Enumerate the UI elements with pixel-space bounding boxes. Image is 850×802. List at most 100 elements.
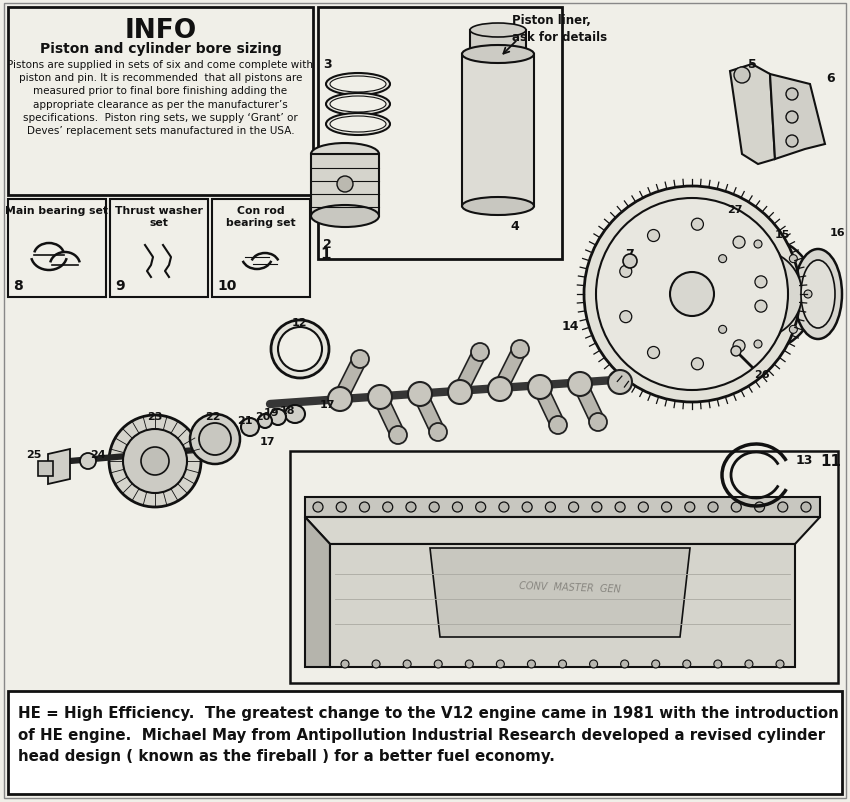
Ellipse shape <box>271 321 329 379</box>
Polygon shape <box>372 398 406 435</box>
Circle shape <box>123 429 187 493</box>
Polygon shape <box>305 497 820 517</box>
Ellipse shape <box>462 198 534 216</box>
Circle shape <box>745 660 753 668</box>
Ellipse shape <box>330 97 386 113</box>
Circle shape <box>496 660 504 668</box>
Text: 20: 20 <box>255 411 270 422</box>
Bar <box>110 200 208 298</box>
Bar <box>38 461 53 476</box>
Polygon shape <box>412 395 446 432</box>
Circle shape <box>778 502 788 512</box>
Ellipse shape <box>285 406 305 423</box>
Circle shape <box>406 502 416 512</box>
Polygon shape <box>572 384 606 423</box>
Text: 4: 4 <box>510 220 518 233</box>
Bar <box>318 8 562 260</box>
Ellipse shape <box>794 249 842 339</box>
Bar <box>462 55 534 207</box>
Polygon shape <box>430 549 690 638</box>
Circle shape <box>670 273 714 317</box>
Ellipse shape <box>429 423 447 441</box>
Circle shape <box>755 502 764 512</box>
Circle shape <box>528 660 536 668</box>
Text: 7: 7 <box>625 248 634 261</box>
Circle shape <box>465 660 473 668</box>
Circle shape <box>790 255 797 263</box>
Text: 13: 13 <box>796 453 813 467</box>
Text: 23: 23 <box>147 411 162 422</box>
Ellipse shape <box>258 415 272 428</box>
Circle shape <box>558 660 566 668</box>
Text: 17: 17 <box>320 399 336 410</box>
Circle shape <box>648 347 660 359</box>
Circle shape <box>623 255 637 269</box>
Circle shape <box>109 415 201 508</box>
Polygon shape <box>305 517 330 667</box>
Circle shape <box>584 187 800 403</box>
Ellipse shape <box>337 176 353 192</box>
Text: HE = High Efficiency.  The greatest change to the V12 engine came in 1981 with t: HE = High Efficiency. The greatest chang… <box>18 705 839 764</box>
Circle shape <box>718 326 727 334</box>
Text: Piston liner,
ask for details: Piston liner, ask for details <box>512 14 607 44</box>
Circle shape <box>546 502 555 512</box>
Ellipse shape <box>368 386 392 410</box>
Circle shape <box>700 237 816 353</box>
Circle shape <box>434 660 442 668</box>
Circle shape <box>337 502 346 512</box>
Ellipse shape <box>241 419 259 436</box>
Ellipse shape <box>608 371 632 395</box>
Text: 27: 27 <box>727 205 743 215</box>
Ellipse shape <box>631 334 649 351</box>
Ellipse shape <box>330 117 386 133</box>
Circle shape <box>590 660 598 668</box>
Polygon shape <box>492 350 528 390</box>
Text: INFO: INFO <box>124 18 196 44</box>
Polygon shape <box>730 65 775 164</box>
Text: 12: 12 <box>292 318 308 327</box>
Ellipse shape <box>270 410 286 426</box>
Ellipse shape <box>278 327 322 371</box>
Text: Main bearing set: Main bearing set <box>5 206 109 216</box>
Polygon shape <box>612 342 648 383</box>
Ellipse shape <box>311 206 379 228</box>
Circle shape <box>372 660 380 668</box>
Text: Thrust washer
set: Thrust washer set <box>115 206 203 228</box>
Ellipse shape <box>326 114 390 136</box>
Bar <box>8 691 842 794</box>
Bar <box>470 31 526 57</box>
Polygon shape <box>332 359 368 399</box>
Text: 11: 11 <box>820 453 841 468</box>
Text: 19: 19 <box>264 407 280 418</box>
Circle shape <box>499 502 509 512</box>
Circle shape <box>199 423 231 456</box>
Ellipse shape <box>351 350 369 369</box>
Polygon shape <box>452 353 488 392</box>
Polygon shape <box>770 75 825 160</box>
Circle shape <box>141 448 169 476</box>
Circle shape <box>596 199 788 391</box>
Circle shape <box>382 502 393 512</box>
Ellipse shape <box>511 341 529 358</box>
Circle shape <box>190 415 240 464</box>
Text: 9: 9 <box>115 278 125 293</box>
Bar <box>8 8 313 196</box>
Circle shape <box>691 358 704 371</box>
Polygon shape <box>305 517 820 545</box>
Text: 26: 26 <box>754 370 769 379</box>
Text: 24: 24 <box>90 449 105 460</box>
Ellipse shape <box>549 416 567 435</box>
Circle shape <box>661 502 672 512</box>
Circle shape <box>755 301 767 313</box>
Circle shape <box>592 502 602 512</box>
Circle shape <box>731 502 741 512</box>
Text: Piston and cylinder bore sizing: Piston and cylinder bore sizing <box>40 42 281 56</box>
Circle shape <box>403 660 411 668</box>
Text: 15: 15 <box>775 229 791 240</box>
Ellipse shape <box>330 77 386 93</box>
Circle shape <box>683 660 691 668</box>
Bar <box>311 155 379 217</box>
Circle shape <box>638 502 649 512</box>
Ellipse shape <box>326 94 390 115</box>
Circle shape <box>754 241 762 249</box>
